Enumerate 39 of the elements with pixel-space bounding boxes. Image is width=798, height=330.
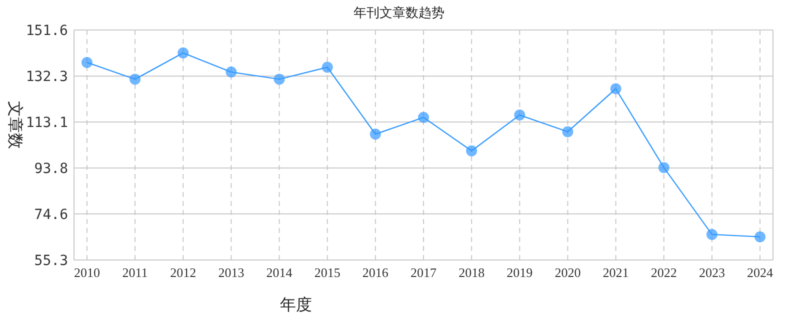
x-tick-label: 2010 <box>74 265 100 280</box>
x-tick-label: 2018 <box>458 265 485 280</box>
x-tick-label: 2019 <box>506 265 533 280</box>
point <box>706 228 718 240</box>
point <box>514 110 526 121</box>
y-tick-label: 151.6 <box>26 22 68 39</box>
x-axis-title: 年度 <box>280 296 312 314</box>
y-tick-label: 113.1 <box>26 114 68 131</box>
y-tick-label: 132.3 <box>26 68 68 85</box>
point <box>130 74 141 85</box>
x-tick-label: 2011 <box>122 265 148 280</box>
x-tick-label: 2015 <box>314 265 340 280</box>
point <box>226 66 237 78</box>
point <box>322 62 333 73</box>
y-tick-label: 74.6 <box>34 206 68 223</box>
point <box>274 74 285 85</box>
x-tick-label: 2020 <box>554 265 581 280</box>
point <box>81 56 92 68</box>
x-tick-label: 2021 <box>602 265 629 280</box>
point <box>658 162 670 174</box>
point <box>754 231 766 242</box>
x-tick-label: 2013 <box>218 265 244 280</box>
point <box>178 47 189 58</box>
x-tick-label: 2022 <box>650 265 677 280</box>
y-tick-label: 93.8 <box>34 160 68 177</box>
point <box>370 128 381 140</box>
point <box>466 145 478 156</box>
x-tick-label: 2017 <box>410 265 437 280</box>
x-tick-label: 2023 <box>698 265 725 280</box>
x-tick-label: 2024 <box>747 265 774 280</box>
point <box>562 126 574 138</box>
x-tick-label: 2014 <box>266 265 293 280</box>
x-tick-label: 2012 <box>170 265 196 280</box>
y-tick-label: 55.3 <box>34 252 68 269</box>
point <box>418 112 429 123</box>
y-axis-title: 文章数 <box>6 101 24 149</box>
x-tick-label: 2016 <box>362 265 389 280</box>
point <box>610 83 622 94</box>
chart-title: 年刊文章数趋势 <box>354 5 444 20</box>
